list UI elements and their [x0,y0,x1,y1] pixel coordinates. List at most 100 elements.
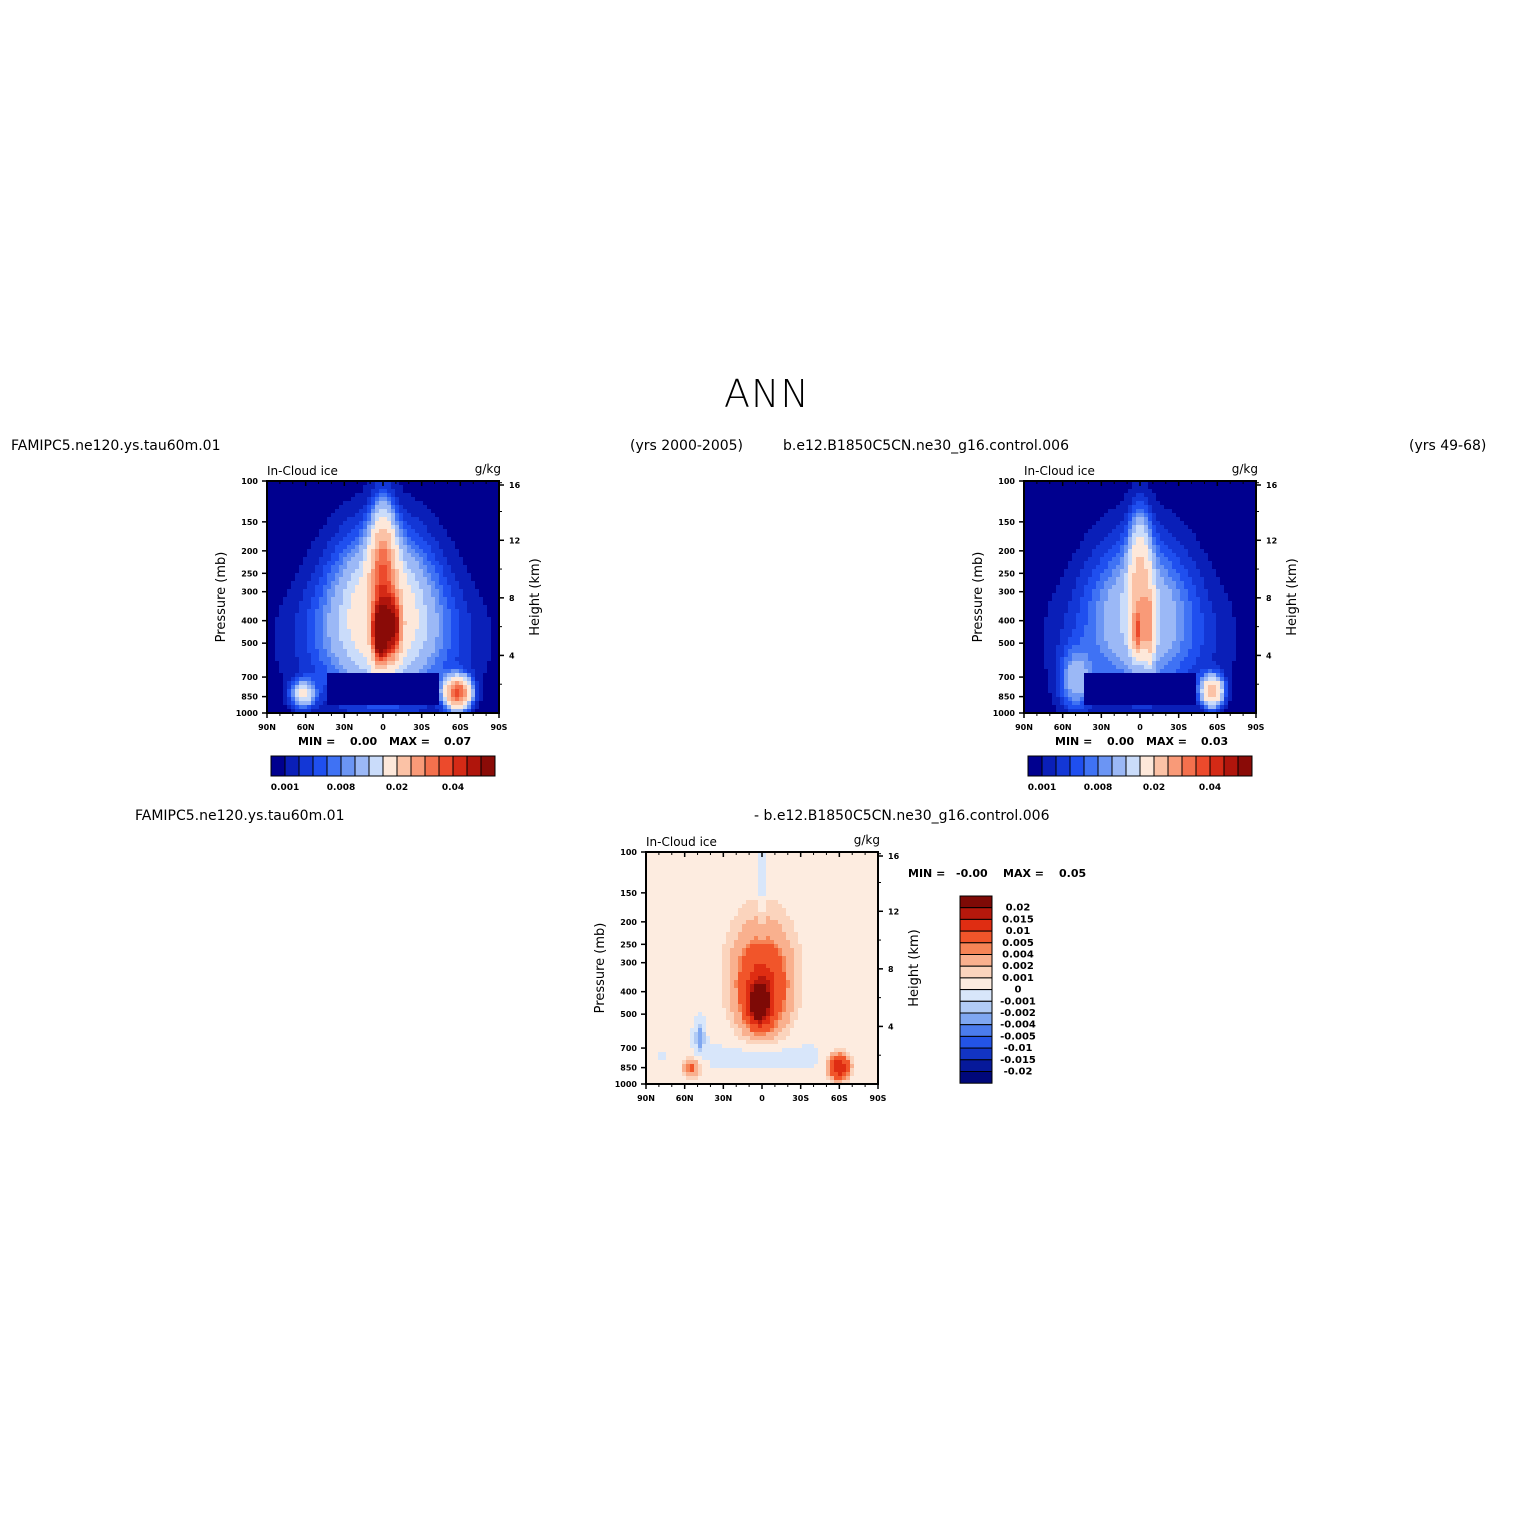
contour-cell [491,553,496,558]
contour-cell [495,597,499,602]
contour-cell [427,533,432,538]
contour-cell [339,697,344,702]
contour-cell [487,621,492,626]
contour-cell [471,673,476,678]
contour-cell [1044,537,1049,542]
contour-cell [1096,597,1101,602]
contour-cell [355,489,360,494]
contour-cell [387,701,392,706]
contour-cell [1068,561,1073,566]
contour-cell [463,617,468,622]
contour-cell [1120,677,1125,682]
contour-cell [275,545,280,550]
contour-cell [403,701,408,706]
contour-cell [483,489,488,494]
contour-cell [335,541,340,546]
contour-cell [1028,625,1033,630]
contour-cell [347,561,352,566]
contour-cell [307,705,312,710]
contour-cell [1072,525,1077,530]
contour-cell [279,625,284,630]
contour-cell [479,673,484,678]
contour-cell [1024,613,1029,618]
contour-cell [435,621,440,626]
contour-cell [275,621,280,626]
contour-cell [427,513,432,518]
contour-cell [283,661,288,666]
contour-cell [443,685,448,690]
contour-cell [1028,497,1033,502]
contour-cell [1108,661,1113,666]
contour-cell [307,561,312,566]
contour-cell [1044,693,1049,698]
contour-cell [471,533,476,538]
contour-cell [343,613,348,618]
contour-cell [435,485,440,490]
contour-cell [359,493,364,498]
contour-cell [1100,485,1105,490]
contour-cell [371,505,376,510]
contour-cell [1092,505,1097,510]
contour-cell [1116,637,1121,642]
contour-cell [1116,581,1121,586]
contour-cell [383,505,388,510]
contour-cell [311,673,316,678]
contour-cell [327,541,332,546]
contour-cell [1076,489,1081,494]
contour-cell [427,701,432,706]
contour-cell [447,529,452,534]
contour-cell [279,493,284,498]
contour-cell [291,525,296,530]
contour-cell [1024,689,1029,694]
contour-cell [379,609,384,614]
contour-cell [1056,701,1061,706]
contour-cell [351,665,356,670]
contour-cell [411,549,416,554]
contour-cell [1048,669,1053,674]
contour-cell [279,709,284,713]
contour-cell [423,517,428,522]
contour-cell [299,689,304,694]
contour-cell [411,493,416,498]
contour-cell [431,545,436,550]
contour-cell [1084,493,1089,498]
contour-cell [1032,529,1037,534]
contour-cell [1080,629,1085,634]
contour-cell [283,605,288,610]
contour-cell [1080,521,1085,526]
contour-cell [475,693,480,698]
contour-cell [1108,697,1113,702]
contour-cell [367,677,372,682]
contour-cell [1104,653,1109,658]
contour-cell [431,661,436,666]
contour-cell [343,581,348,586]
contour-cell [303,493,308,498]
contour-cell [403,685,408,690]
contour-cell [327,697,332,702]
contour-cell [267,609,272,614]
contour-cell [319,509,324,514]
contour-cell [339,649,344,654]
contour-cell [1052,573,1057,578]
contour-cell [1116,545,1121,550]
contour-cell [459,649,464,654]
contour-cell [1104,613,1109,618]
contour-cell [391,537,396,542]
contour-cell [1080,585,1085,590]
contour-cell [287,601,292,606]
contour-cell [403,565,408,570]
contour-cell [459,509,464,514]
contour-cell [407,645,412,650]
contour-cell [427,649,432,654]
contour-cell [371,621,376,626]
contour-cell [1120,509,1125,514]
contour-cell [479,669,484,674]
contour-cell [435,709,440,713]
contour-cell [1112,653,1117,658]
contour-cell [371,641,376,646]
contour-cell [431,689,436,694]
contour-cell [1032,629,1037,634]
panel1-max-label: MAX = [389,735,430,748]
contour-cell [303,661,308,666]
contour-cell [275,685,280,690]
